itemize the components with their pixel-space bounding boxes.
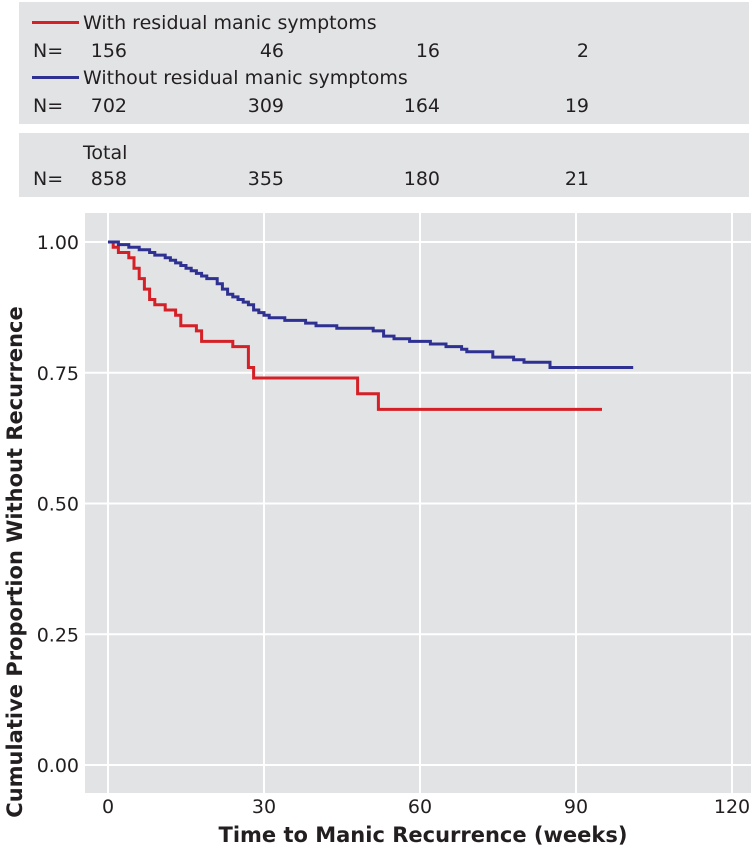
- x-axis-label: Time to Manic Recurrence (weeks): [219, 823, 628, 847]
- y-tick-label: 0.50: [37, 494, 79, 516]
- y-tick-label: 1.00: [37, 232, 79, 254]
- legend-line-without-residual: [32, 76, 79, 79]
- n-value: 164: [403, 95, 440, 117]
- legend-label-without-residual: Without residual manic symptoms: [83, 67, 408, 89]
- total-label: Total: [83, 142, 128, 164]
- n-value: 355: [247, 168, 284, 190]
- n-value: 21: [564, 168, 589, 190]
- n-value: 19: [564, 95, 589, 117]
- n-value: 156: [90, 40, 127, 62]
- n-value: 2: [576, 40, 589, 62]
- x-tick-label: 0: [102, 796, 114, 818]
- n-value: 858: [90, 168, 127, 190]
- series-line-with-residual: [108, 240, 602, 411]
- y-tick-label: 0.25: [37, 624, 79, 646]
- n-value: 46: [259, 40, 284, 62]
- y-tick-label: 0.75: [37, 363, 79, 385]
- x-tick-label: 60: [408, 796, 432, 818]
- risk-table-groups: With residual manic symptoms N= 156 46 1…: [19, 2, 749, 124]
- n-value: 702: [90, 95, 127, 117]
- n-value: 180: [403, 168, 440, 190]
- legend-line-with-residual: [32, 21, 79, 24]
- x-tick-label: 30: [252, 796, 276, 818]
- x-tick-label: 120: [714, 796, 750, 818]
- axis-ticks: 0 30 60 90 120 0.00 0.25 0.50 0.75 1.00: [37, 232, 750, 818]
- risk-table-total: Total N= 858 355 180 21: [19, 133, 749, 197]
- y-tick-label: 0.00: [37, 755, 79, 777]
- series-lines: [108, 240, 634, 411]
- survival-chart: 0 30 60 90 120 0.00 0.25 0.50 0.75 1.00 Time to M…: [3, 213, 751, 847]
- n-label: N=: [33, 95, 64, 117]
- n-label: N=: [33, 168, 64, 190]
- n-value: 16: [415, 40, 440, 62]
- grid-lines: [85, 213, 751, 793]
- n-label: N=: [33, 40, 64, 62]
- legend-label-with-residual: With residual manic symptoms: [83, 12, 377, 34]
- y-axis-label: Cumulative Proportion Without Recurrence: [3, 306, 27, 817]
- n-value: 309: [247, 95, 284, 117]
- series-line-without-residual: [108, 240, 634, 369]
- x-tick-label: 90: [564, 796, 588, 818]
